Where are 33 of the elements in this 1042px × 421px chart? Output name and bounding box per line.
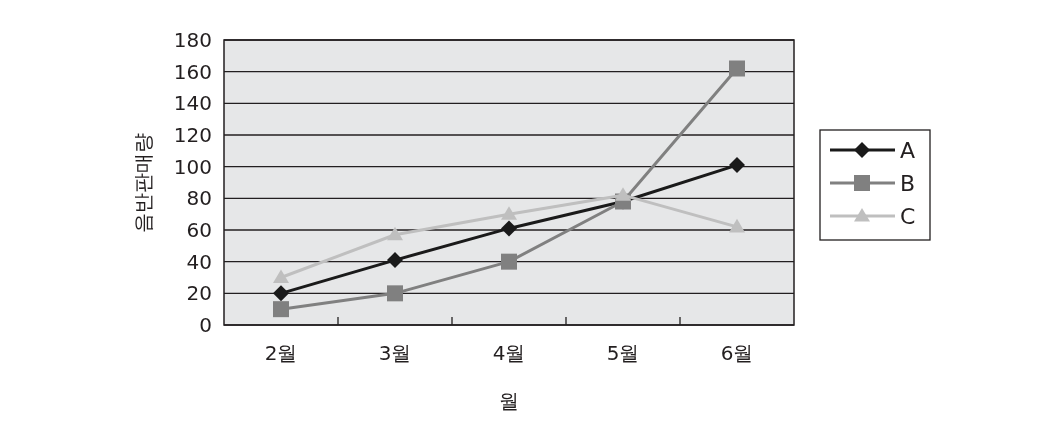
point — [387, 252, 403, 269]
y-tick-label: 100 — [173, 154, 212, 179]
y-tick-label: 160 — [173, 59, 212, 84]
y-tick-label: 40 — [186, 249, 212, 274]
point — [729, 218, 745, 233]
point — [273, 301, 289, 318]
point — [615, 187, 631, 201]
point — [501, 206, 517, 220]
point — [729, 60, 745, 77]
x-tick-label: 4월 — [492, 341, 526, 365]
legend-label: B — [900, 171, 916, 196]
y-tick-label: 180 — [173, 28, 212, 52]
point — [501, 220, 517, 237]
y-tick-label: 120 — [173, 123, 212, 147]
x-axis-title: 월 — [499, 389, 519, 413]
y-tick-label: 0 — [199, 313, 212, 337]
y-tick-label: 80 — [186, 186, 212, 211]
point — [273, 269, 289, 284]
point — [273, 285, 289, 302]
x-tick-label: 5월 — [606, 341, 640, 365]
point — [387, 285, 403, 302]
x-tick-label: 3월 — [378, 341, 412, 365]
legend-label: C — [900, 204, 916, 229]
y-axis-title: 음반판매량 — [131, 132, 155, 233]
point — [729, 157, 745, 174]
x-tick-label: 6월 — [720, 341, 754, 365]
point — [501, 253, 517, 270]
legend-label: A — [900, 138, 916, 163]
y-tick-label: 60 — [186, 218, 212, 242]
y-tick-label: 20 — [186, 281, 212, 306]
y-tick-label: 140 — [173, 91, 212, 116]
x-tick-label: 2월 — [264, 341, 298, 365]
point — [387, 226, 403, 241]
